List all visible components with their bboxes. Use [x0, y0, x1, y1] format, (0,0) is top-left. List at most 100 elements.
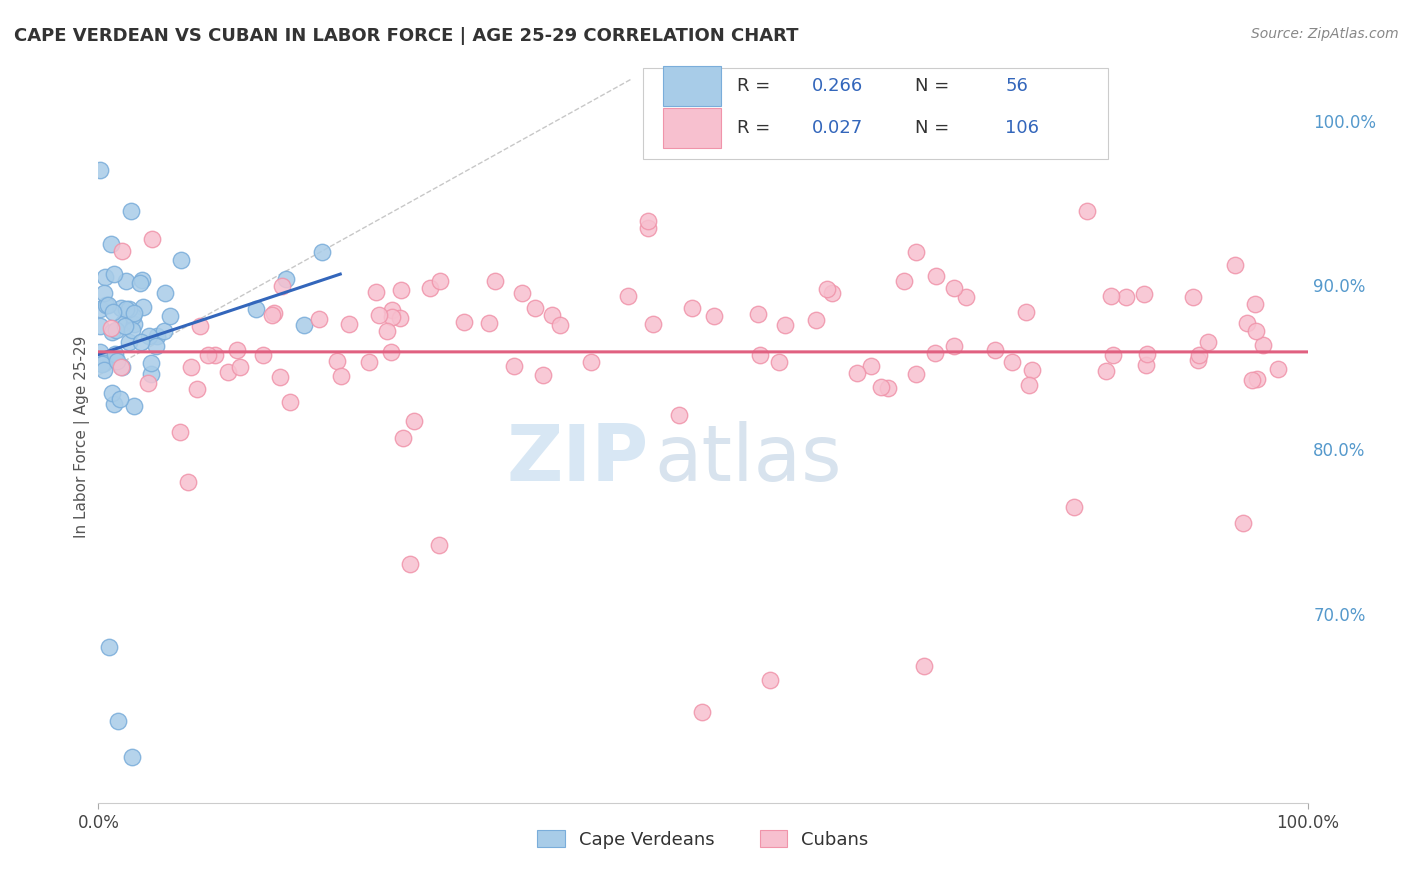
Point: [159, 309, 181, 323]
Y-axis label: In Labor Force | Age 25-29: In Labor Force | Age 25-29: [75, 336, 90, 538]
Point: [1021, 363, 1043, 377]
Point: [122, 306, 145, 320]
Point: [893, 274, 915, 288]
Point: [1244, 325, 1267, 339]
Point: [943, 339, 966, 353]
Point: [131, 273, 153, 287]
Point: [821, 286, 844, 301]
Point: [104, 322, 127, 336]
Point: [97, 640, 120, 654]
Point: [404, 414, 426, 428]
Point: [773, 318, 796, 332]
Point: [217, 365, 239, 379]
Point: [93, 356, 115, 370]
Point: [768, 355, 790, 369]
Point: [548, 318, 571, 332]
Point: [122, 318, 145, 332]
Point: [1099, 289, 1122, 303]
Point: [366, 285, 388, 299]
Point: [955, 290, 977, 304]
Point: [1188, 348, 1211, 362]
Point: [392, 431, 415, 445]
Point: [110, 360, 132, 375]
Point: [103, 397, 125, 411]
Point: [759, 673, 782, 687]
Point: [905, 245, 928, 260]
Point: [129, 277, 152, 291]
Point: [870, 380, 893, 394]
Text: 0.027: 0.027: [811, 120, 863, 137]
Point: [502, 359, 524, 374]
FancyBboxPatch shape: [664, 108, 721, 148]
Point: [427, 538, 450, 552]
Point: [169, 425, 191, 440]
Point: [749, 348, 772, 362]
Legend: Cape Verdeans, Cubans: Cape Verdeans, Cubans: [530, 822, 876, 856]
Point: [104, 352, 127, 367]
Text: CAPE VERDEAN VS CUBAN IN LABOR FORCE | AGE 25-29 CORRELATION CHART: CAPE VERDEAN VS CUBAN IN LABOR FORCE | A…: [14, 27, 799, 45]
Point: [117, 335, 139, 350]
Point: [97, 298, 120, 312]
Point: [188, 318, 211, 333]
FancyBboxPatch shape: [664, 66, 721, 106]
Point: [804, 313, 827, 327]
Point: [111, 244, 134, 259]
Point: [94, 269, 117, 284]
Point: [541, 308, 564, 322]
Point: [912, 659, 935, 673]
Point: [94, 298, 117, 312]
Point: [419, 281, 441, 295]
Text: N =: N =: [915, 120, 949, 137]
Point: [132, 300, 155, 314]
Point: [89, 318, 111, 333]
FancyBboxPatch shape: [643, 68, 1108, 159]
Text: 106: 106: [1005, 120, 1039, 137]
Point: [1135, 358, 1157, 372]
Point: [1187, 353, 1209, 368]
Point: [1240, 373, 1263, 387]
Point: [329, 368, 352, 383]
Point: [747, 307, 769, 321]
Point: [152, 324, 174, 338]
Point: [105, 354, 128, 368]
Point: [121, 323, 143, 337]
Text: ZIP: ZIP: [506, 421, 648, 497]
Point: [389, 311, 412, 326]
Point: [271, 279, 294, 293]
Point: [1094, 364, 1116, 378]
Text: 56: 56: [1005, 77, 1028, 95]
Point: [120, 204, 142, 219]
Point: [1136, 347, 1159, 361]
Point: [90, 357, 112, 371]
Point: [118, 301, 141, 316]
Point: [136, 376, 159, 391]
Point: [122, 399, 145, 413]
Point: [311, 245, 333, 260]
Point: [925, 269, 948, 284]
Point: [229, 359, 252, 374]
Point: [1236, 316, 1258, 330]
Point: [1133, 287, 1156, 301]
Text: R =: R =: [737, 120, 776, 137]
Point: [453, 315, 475, 329]
Point: [1246, 372, 1268, 386]
Point: [905, 367, 928, 381]
Point: [478, 316, 501, 330]
Point: [89, 345, 111, 359]
Point: [107, 714, 129, 728]
Point: [617, 289, 640, 303]
Point: [122, 309, 145, 323]
Point: [262, 308, 284, 322]
Point: [531, 368, 554, 382]
Point: [524, 301, 547, 316]
Point: [637, 214, 659, 228]
Point: [89, 302, 111, 317]
Point: [145, 329, 167, 343]
Point: [93, 363, 115, 377]
Point: [115, 274, 138, 288]
Point: [943, 281, 966, 295]
Point: [110, 301, 132, 315]
Point: [815, 282, 838, 296]
Point: [368, 309, 391, 323]
Point: [100, 236, 122, 251]
